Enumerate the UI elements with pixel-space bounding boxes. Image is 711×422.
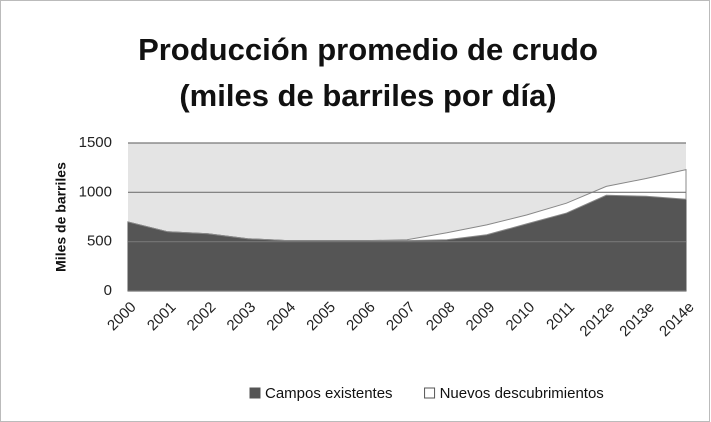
y-tick-label: 500	[87, 233, 112, 250]
area	[127, 169, 687, 242]
y-axis-label: Miles de barriles	[53, 162, 69, 272]
legend-label: Nuevos descubrimientos	[440, 385, 604, 402]
legend-swatch	[249, 387, 261, 399]
y-tick-label: 1000	[79, 183, 112, 200]
y-tick-label: 0	[104, 282, 112, 299]
chart-title: Producción promedio de crudo	[138, 32, 598, 67]
legend-swatch	[424, 387, 436, 399]
y-tick-label: 1500	[79, 134, 112, 151]
chart-subtitle: (miles de barriles por día)	[179, 78, 556, 113]
legend-label: Campos existentes	[265, 385, 393, 402]
